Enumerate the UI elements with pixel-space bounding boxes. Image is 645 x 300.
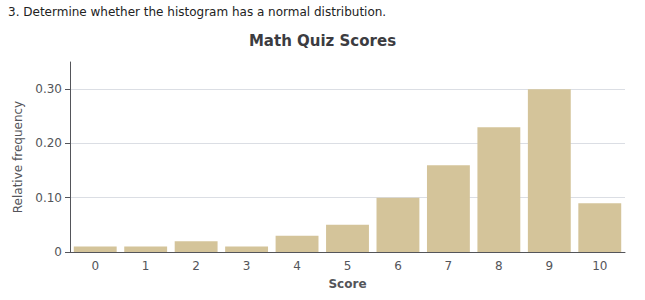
- svg-text:9: 9: [545, 259, 553, 273]
- svg-text:0.20: 0.20: [35, 136, 62, 150]
- svg-text:8: 8: [495, 259, 503, 273]
- svg-text:7: 7: [445, 259, 453, 273]
- svg-text:5: 5: [344, 259, 352, 273]
- svg-text:2: 2: [192, 259, 200, 273]
- svg-text:3. Determine whether the histo: 3. Determine whether the histogram has a…: [8, 5, 386, 19]
- svg-text:0: 0: [91, 259, 99, 273]
- svg-text:0: 0: [54, 245, 62, 259]
- svg-text:4: 4: [293, 259, 301, 273]
- svg-text:3: 3: [243, 259, 251, 273]
- svg-text:Relative frequency: Relative frequency: [11, 101, 25, 213]
- svg-text:10: 10: [592, 259, 607, 273]
- svg-text:6: 6: [394, 259, 402, 273]
- svg-text:0.30: 0.30: [35, 82, 62, 96]
- svg-text:0.10: 0.10: [35, 191, 62, 205]
- svg-text:Score: Score: [328, 277, 366, 291]
- svg-text:1: 1: [142, 259, 150, 273]
- svg-text:Math Quiz Scores: Math Quiz Scores: [249, 32, 396, 50]
